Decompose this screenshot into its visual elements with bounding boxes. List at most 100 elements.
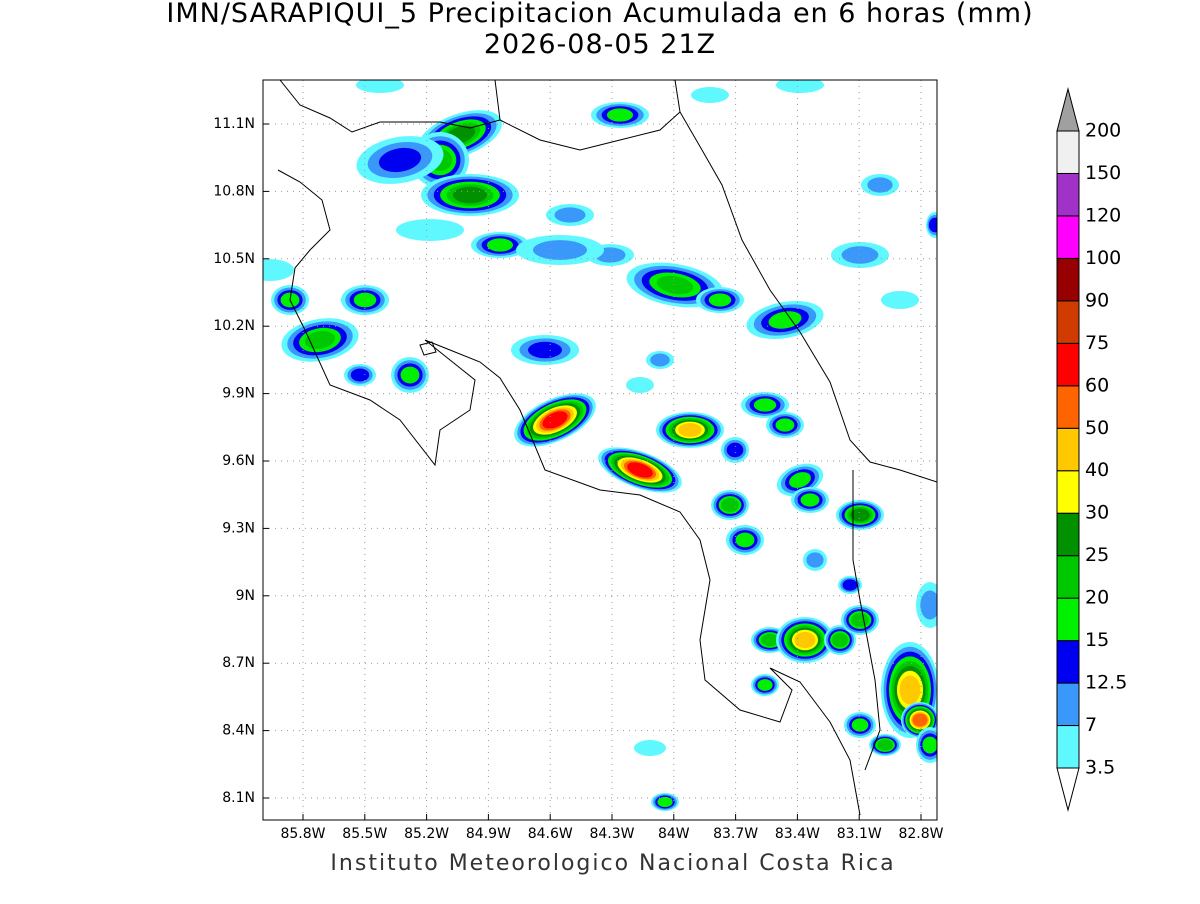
coastline [419,341,437,356]
precip-contour [708,293,732,307]
precip-contour [899,675,921,705]
precip-contour [452,186,488,204]
colorbar-label: 120 [1085,204,1121,226]
lat-tick-label: 9.6N [222,453,255,469]
colorbar-box [1056,342,1080,387]
precip-contour [378,147,422,173]
precip-contour [542,411,568,429]
colorbar-label: 25 [1085,544,1109,566]
lon-tick-label: 83.4W [775,826,820,842]
colorbar-label: 150 [1085,162,1121,184]
colorbar-box [1056,385,1080,429]
precip-contour [263,259,294,281]
precip-contour [634,740,666,756]
plot-frame [262,79,938,821]
colorbar-box [1056,597,1080,642]
precip-contour [606,108,634,122]
precip-contour [656,275,694,295]
precip-field [263,80,937,811]
grid: 11.1N 10.8N 10.5N 10.2N 9.9N 9.6N 9.3N 9N 8.7N 8.… [213,80,944,842]
lat-tick-label: 9N [236,588,255,604]
precip-contour [726,442,744,458]
colorbar-label: 100 [1085,247,1121,269]
lon-tick-label: 83.1W [837,826,882,842]
precip-contour [842,579,858,591]
precip-contour [626,377,654,393]
title: IMN/SARAPIQUI_5 Precipitacion Acumulada … [166,0,1033,29]
precip-contour [789,472,811,488]
precip-contour [304,330,336,350]
colorbar-label: 60 [1085,374,1109,396]
precip-contour [877,739,893,751]
precip-contour [806,552,824,568]
colorbar-label: 3.5 [1085,757,1115,779]
coastline [277,169,861,816]
colorbar-under [1056,767,1080,812]
lat-tick-label: 8.4N [222,723,255,739]
subtitle: 2026-08-05 21Z [484,29,716,60]
colorbar-box [1056,470,1080,514]
footer: Instituto Meteorologico Nacional Costa R… [330,851,895,876]
colorbar-label: 90 [1085,289,1109,311]
colorbar-box [1056,555,1080,599]
colorbar-box [1056,512,1080,557]
lon-tick-label: 85.8W [280,826,325,842]
border [852,470,881,771]
precip-contour [400,366,420,384]
precip-contour [721,498,739,512]
colorbar-label: 200 [1085,120,1121,142]
precip-contour [353,292,377,308]
colorbar-box [1056,427,1080,472]
colorbar-label: 12.5 [1085,672,1127,694]
precip-contour [757,679,773,691]
lat-tick-label: 11.1N [213,116,255,132]
colorbar-box [1056,682,1080,727]
precip-contour [350,368,370,382]
precip-contour [775,418,795,432]
colorbar-box [1056,725,1080,769]
lat-tick-label: 10.5N [213,251,255,267]
lon-tick-label: 84W [658,826,690,842]
colorbar-box [1056,640,1080,684]
lat-tick-label: 9.9N [222,386,255,402]
colorbar-label: 15 [1085,629,1109,651]
precip-contour [841,246,879,264]
precip-contour [678,423,702,437]
coastline [674,80,937,483]
colorbar-box [1056,300,1080,344]
precip-contour [753,398,777,412]
lon-tick-label: 84.6W [528,826,573,842]
precip-contour [912,713,928,727]
precip-contour [928,217,937,233]
precip-contour [881,291,919,309]
precip-contour [528,341,562,359]
lon-tick-label: 82.8W [898,826,943,842]
colorbar-label: 50 [1085,417,1109,439]
colorbar-label: 7 [1085,714,1097,736]
precip-contour [486,238,514,252]
lat-tick-label: 10.8N [213,183,255,199]
precip-contour [657,796,673,808]
colorbar-label: 75 [1085,332,1109,354]
precip-contour [396,219,464,241]
precip-contour [356,80,404,93]
precip-contour [627,462,653,478]
lon-tick-label: 84.9W [466,826,511,842]
precip-contour [650,353,670,367]
precip-contour [920,590,937,620]
precip-contour [851,613,869,627]
border [499,111,681,151]
coastlines [277,80,937,816]
precip-contour [850,508,870,522]
lon-tick-label: 85.5W [342,826,387,842]
colorbar-box [1056,215,1080,259]
colorbar: 3.5 7 12.5 15 20 25 30 40 50 60 75 90 100 120 150 200 [1056,87,1127,812]
precip-contour [867,177,893,193]
precip-contour [922,736,937,754]
colorbar-label: 30 [1085,502,1109,524]
border [279,80,501,133]
lon-tick-label: 85.2W [404,826,449,842]
precip-contour [554,207,586,223]
